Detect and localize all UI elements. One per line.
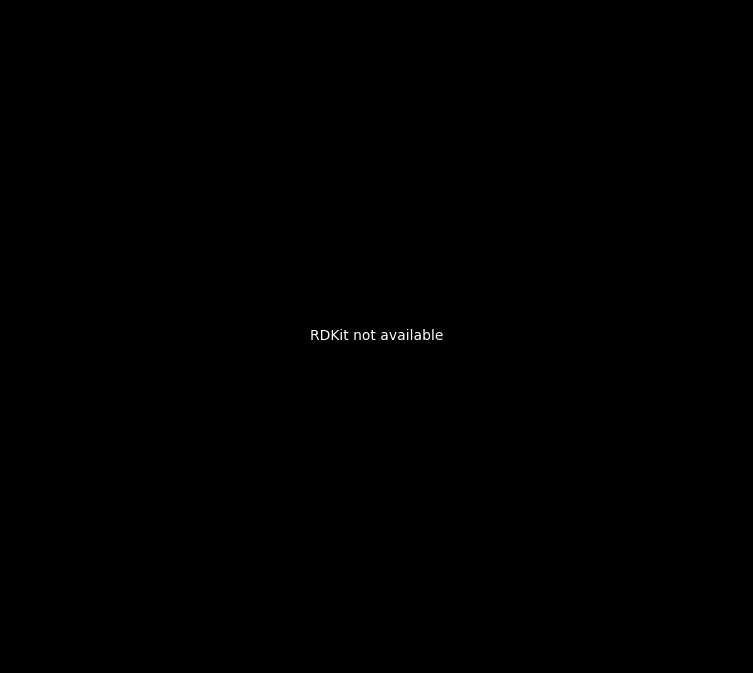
Text: RDKit not available: RDKit not available xyxy=(309,330,444,343)
